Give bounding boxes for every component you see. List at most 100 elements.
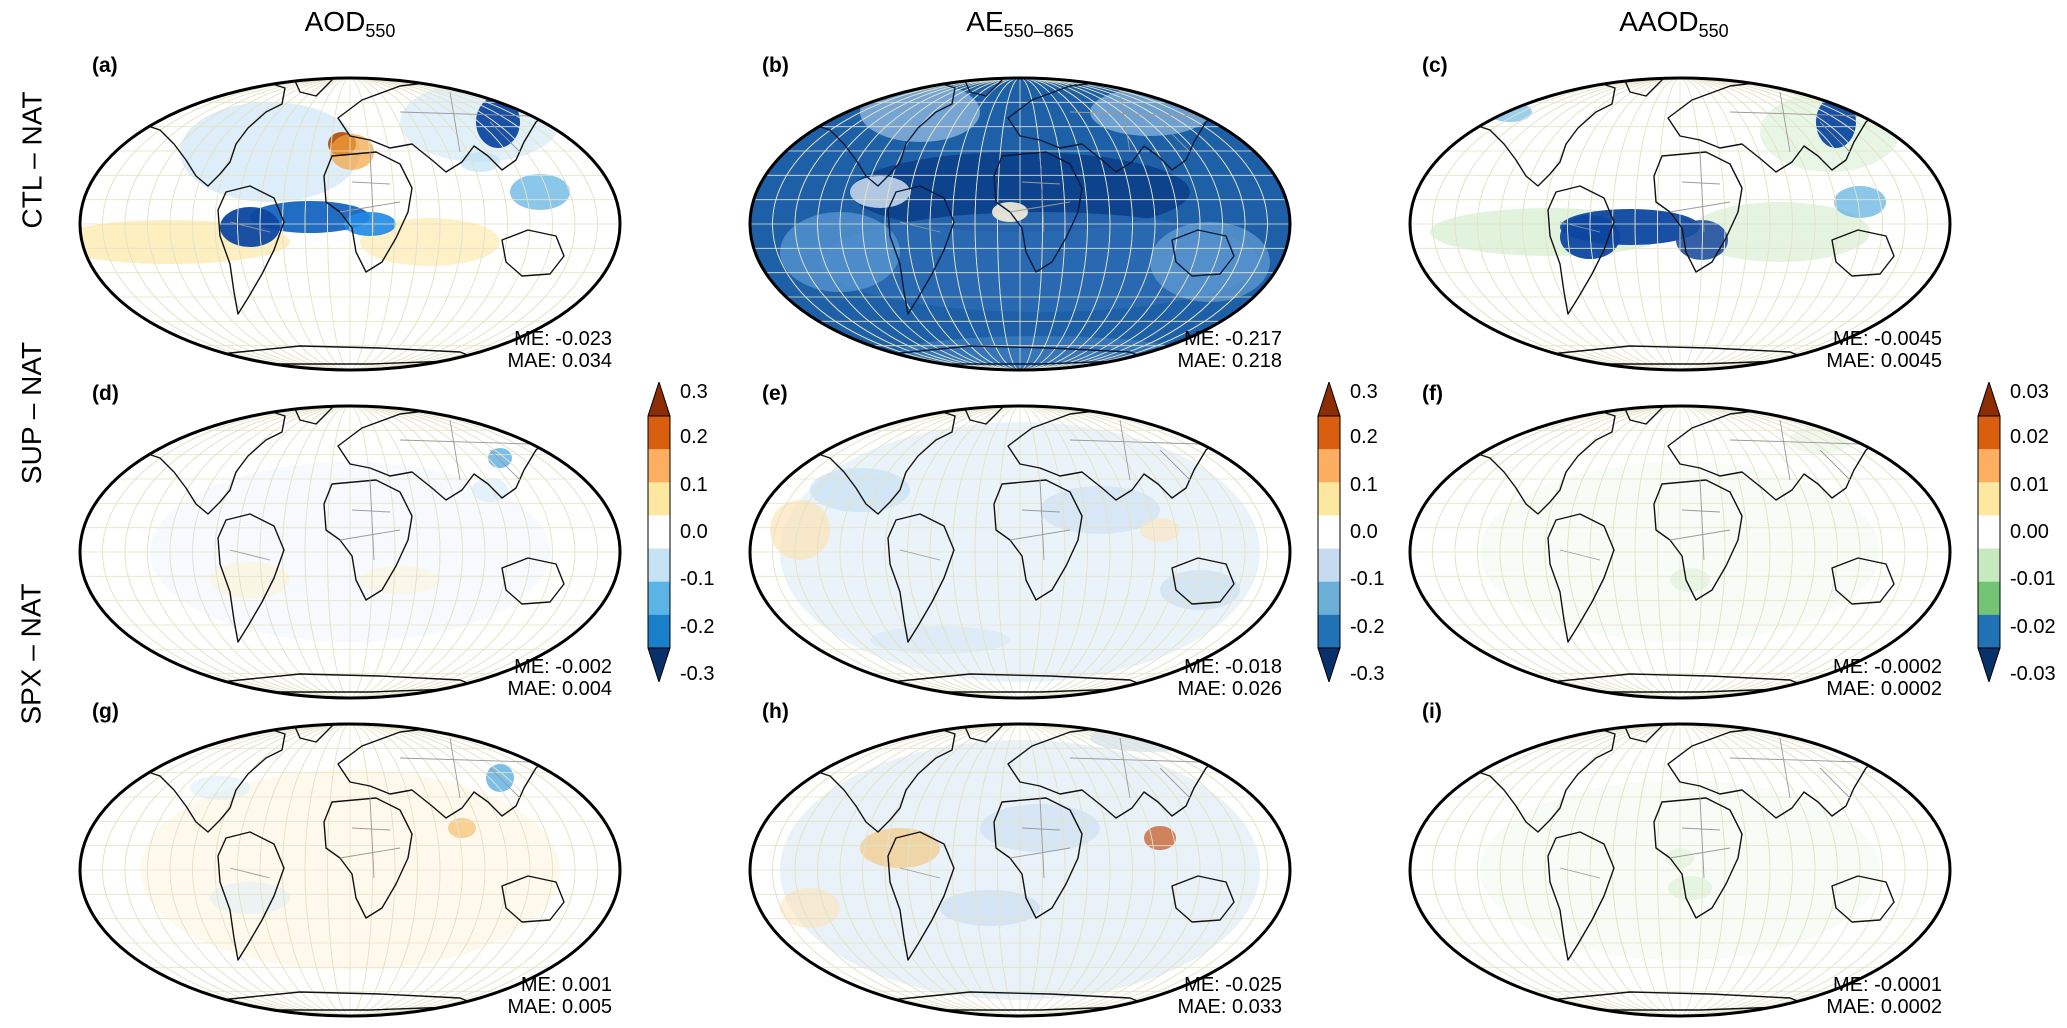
meridian-line: [304, 78, 396, 370]
colorbar-segment: [648, 581, 670, 616]
colorbar-tick: 0.2: [1350, 426, 1378, 448]
meridian-line: [124, 406, 576, 698]
colorbar-segment: [648, 548, 670, 583]
mean-absolute-error: MAE: 0.0002: [1826, 996, 1942, 1018]
meridian-line: [974, 78, 1066, 370]
column-title-aod: AOD550: [304, 6, 396, 41]
meridian-line: [214, 406, 486, 698]
map-field: [80, 406, 620, 698]
colorbar-segment: [648, 614, 670, 649]
anomaly-patch: [472, 478, 508, 502]
colorbar-segment: [1978, 581, 2000, 616]
globe-outline: [78, 76, 622, 372]
anomaly-patch: [330, 134, 374, 170]
coastline-greenland: [291, 78, 333, 97]
meridian-line: [839, 78, 1201, 370]
country-border: [1779, 419, 1791, 481]
meridian-line: [884, 406, 1156, 698]
anomaly-patch: [860, 828, 940, 868]
coastline-africa: [993, 151, 1083, 273]
colorbar-tick: -0.2: [1350, 616, 1385, 638]
colorbar-frame: [1317, 415, 1341, 649]
error-stats: ME: -0.025 MAE: 0.033: [1177, 974, 1282, 1018]
meridian-line: [1612, 724, 1748, 1016]
meridian-line: [794, 724, 1246, 1016]
country-border: [1681, 509, 1721, 513]
mean-absolute-error: MAE: 0.218: [1177, 350, 1282, 372]
anomaly-patch: [1834, 186, 1886, 218]
coastline-africa: [1653, 479, 1743, 601]
meridian-line: [772, 406, 1268, 698]
colorbar-segment: [1318, 449, 1340, 483]
mean-error: ME: -0.002: [514, 656, 612, 678]
colorbar-tick: -0.02: [2010, 616, 2056, 638]
colorbar-tick: 0.00: [2010, 521, 2049, 543]
mean-absolute-error: MAE: 0.033: [1177, 996, 1282, 1018]
country-border: [339, 529, 401, 541]
colorbar-segment: [1318, 515, 1340, 550]
mean-error: ME: -0.0045: [1833, 328, 1942, 350]
map-panel-b: (b) ME: -0.217 MAE: 0.218: [740, 52, 1300, 382]
meridian-line: [1499, 406, 1861, 698]
country-border: [399, 439, 531, 445]
colorbar-tick: 0.3: [680, 381, 708, 403]
meridian-line: [974, 724, 1066, 1016]
anomaly-patch: [1668, 876, 1712, 900]
coastline-greenland: [291, 406, 333, 425]
coastline-south-america: [1547, 831, 1615, 961]
colorbar-segment: [1978, 449, 2000, 483]
country-border: [1669, 847, 1731, 859]
meridian-line: [214, 78, 486, 370]
country-border: [339, 847, 401, 859]
country-border: [1779, 737, 1791, 799]
coastline-africa: [323, 797, 413, 919]
coastline-south-america: [1547, 185, 1615, 315]
meridian-line: [862, 406, 1178, 698]
country-border: [1669, 201, 1731, 213]
anomaly-patch: [770, 500, 830, 560]
meridian-line: [147, 724, 553, 1016]
meridian-line: [1634, 724, 1726, 1016]
map-field: [1410, 406, 1950, 698]
panel-label: (i): [1422, 700, 1442, 723]
coastline-australia: [1831, 875, 1895, 923]
globe-outline: [1408, 76, 1952, 372]
meridian-line: [327, 724, 373, 1016]
country-border: [1559, 549, 1601, 561]
colorbar-segment: [648, 515, 670, 550]
anomaly-patch: [488, 448, 512, 468]
meridian-line: [862, 724, 1178, 1016]
anomaly-patch: [448, 818, 476, 838]
anomaly-patch: [360, 566, 440, 594]
colorbar-tick: -0.1: [1350, 568, 1385, 590]
coastline-south-america: [887, 513, 955, 643]
country-border: [489, 121, 521, 153]
colorbar-tick: 0.3: [1350, 381, 1378, 403]
country-border: [1681, 827, 1721, 831]
coastline-greenland: [291, 724, 333, 743]
meridian-line: [1454, 406, 1906, 698]
coastline-africa: [323, 151, 413, 273]
country-border: [1119, 419, 1131, 481]
colorbar-segment: [1318, 614, 1340, 649]
country-border: [229, 867, 271, 879]
meridian-line: [997, 78, 1043, 370]
mean-absolute-error: MAE: 0.026: [1177, 678, 1282, 700]
coastline-south-america: [887, 185, 955, 315]
coastline-south-america: [217, 185, 285, 315]
map-panel-c: (c) ME: -0.0045 MAE: 0.0045: [1400, 52, 1960, 382]
anomaly-patch: [850, 176, 910, 208]
country-border: [1069, 111, 1201, 117]
meridian-line: [1454, 724, 1906, 1016]
meridian-line: [214, 724, 486, 1016]
map-field: [750, 406, 1290, 698]
country-border: [489, 767, 521, 799]
anomaly-patch: [250, 201, 370, 233]
colorbar-segment: [648, 416, 670, 450]
meridian-line: [839, 724, 1201, 1016]
meridian-line: [1634, 78, 1726, 370]
meridian-line: [1544, 724, 1816, 1016]
country-border: [449, 91, 461, 153]
meridian-line: [304, 724, 396, 1016]
panel-label: (f): [1422, 382, 1443, 405]
